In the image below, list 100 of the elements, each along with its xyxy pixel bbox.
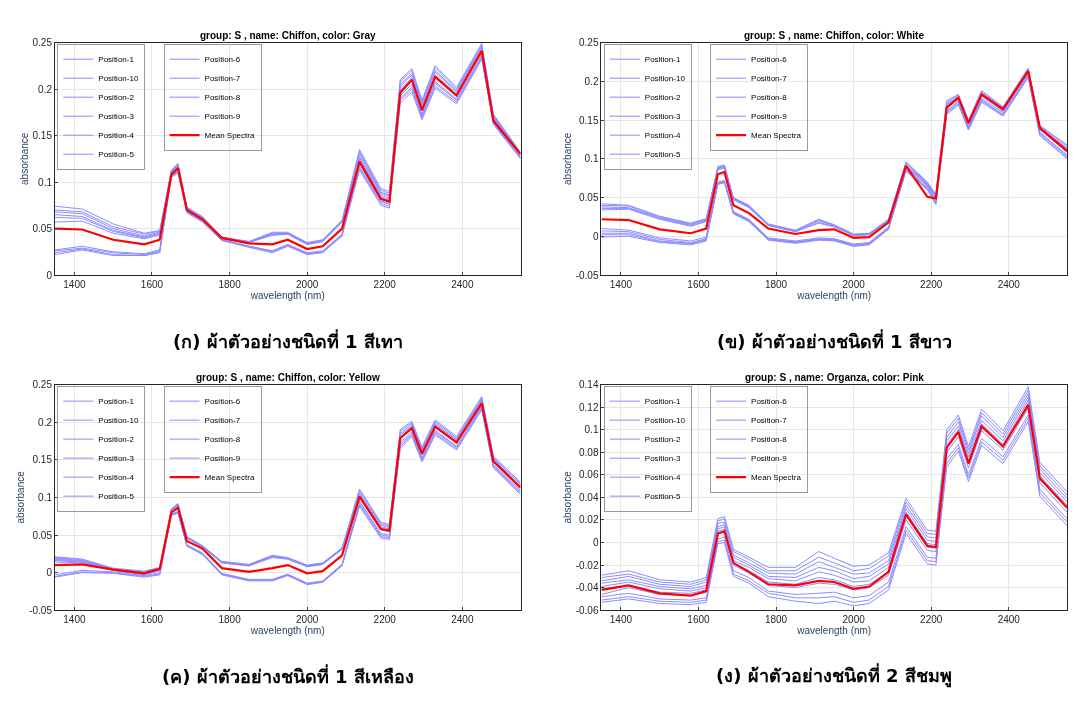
x-tick-label: 2000 <box>842 279 866 291</box>
x-tick-label: 1400 <box>609 614 633 626</box>
chart-title: group: S , name: Chiffon, color: Gray <box>200 30 376 41</box>
legend-label: Position-8 <box>204 93 241 103</box>
x-tick-label: 2200 <box>373 614 397 626</box>
x-tick-label: 2200 <box>920 279 943 291</box>
legend-label: Position-4 <box>98 473 135 483</box>
x-axis-title: wavelength (nm) <box>249 290 325 302</box>
y-tick-label: 0.15 <box>32 454 53 466</box>
y-tick-label: 0.1 <box>38 491 53 503</box>
legend-label: Mean Spectra <box>751 131 802 141</box>
y-tick-label: 0.2 <box>38 416 53 428</box>
legend-label: Position-5 <box>644 150 681 160</box>
x-tick-label: 1600 <box>140 614 164 626</box>
x-tick-label: 1800 <box>218 279 242 291</box>
y-tick-label: 0.1 <box>584 424 599 436</box>
y-tick-label: 0.06 <box>579 469 599 481</box>
legend-label: Position-1 <box>98 55 135 65</box>
legend-label: Position-6 <box>751 397 788 407</box>
y-tick-label: 0.14 <box>579 379 599 391</box>
text: (ค) ผ้าตัวอย่างชนิดที่ 1 สีเหลือง <box>162 664 414 687</box>
legend-label: Mean Spectra <box>204 473 255 483</box>
y-axis-title: absorbance <box>18 132 30 185</box>
legend-label: Position-5 <box>644 492 681 502</box>
x-axis-title: wavelength (nm) <box>796 290 872 302</box>
legend-label: Position-3 <box>644 112 681 122</box>
legend-label: Position-6 <box>751 55 788 65</box>
y-tick-label: 0.08 <box>579 446 599 458</box>
x-tick-label: 1600 <box>687 614 711 626</box>
x-tick-label: 2400 <box>997 614 1021 626</box>
legend-label: Position-9 <box>751 112 788 122</box>
y-tick-label: 0.02 <box>579 514 599 526</box>
legend-label: Position-9 <box>204 454 241 464</box>
legend-label: Position-7 <box>751 416 788 426</box>
legend-label: Position-2 <box>644 435 681 445</box>
legend-label: Position-9 <box>751 454 788 464</box>
legend-label: Position-6 <box>204 55 241 65</box>
x-tick-label: 1800 <box>218 614 242 626</box>
legend-label: Position-1 <box>644 55 681 65</box>
y-tick-label: -0.02 <box>575 559 599 571</box>
x-tick-label: 2200 <box>920 614 943 626</box>
y-tick-label: 0 <box>592 537 599 549</box>
legend-label: Position-2 <box>98 435 135 445</box>
legend-label: Position-9 <box>204 112 241 122</box>
y-tick-label: 0.05 <box>32 223 53 235</box>
legend-label: Position-10 <box>644 416 686 426</box>
legend-label: Position-10 <box>98 74 139 84</box>
legend-label: Position-1 <box>644 397 681 407</box>
y-tick-label: 0.05 <box>579 192 599 204</box>
legend-label: Position-1 <box>98 397 135 407</box>
legend-label: Mean Spectra <box>204 131 255 141</box>
y-tick-label: 0 <box>592 230 599 242</box>
legend-label: Position-10 <box>98 416 139 426</box>
x-tick-label: 2000 <box>296 614 319 626</box>
y-tick-label: 0.04 <box>579 491 599 503</box>
legend-label: Position-8 <box>204 435 241 445</box>
y-tick-label: -0.05 <box>29 604 53 616</box>
y-tick-label: 0.25 <box>32 37 53 49</box>
y-tick-label: -0.05 <box>575 269 599 281</box>
x-tick-label: 1400 <box>609 279 633 291</box>
legend-label: Position-5 <box>98 150 135 160</box>
y-tick-label: 0.1 <box>38 176 53 188</box>
x-tick-label: 1400 <box>63 279 86 291</box>
legend-label: Position-6 <box>204 397 241 407</box>
x-axis-title: wavelength (nm) <box>249 625 325 637</box>
legend-label: Position-8 <box>751 435 788 445</box>
legend-label: Position-4 <box>644 473 681 483</box>
legend-label: Position-2 <box>98 93 135 103</box>
x-axis-title: wavelength (nm) <box>796 625 872 637</box>
legend-label: Position-3 <box>98 112 135 122</box>
legend-label: Position-7 <box>751 74 788 84</box>
x-tick-label: 2000 <box>842 614 866 626</box>
y-tick-label: 0.25 <box>579 37 599 49</box>
legend-label: Position-3 <box>98 454 135 464</box>
y-tick-label: -0.06 <box>575 604 599 616</box>
x-tick-label: 2400 <box>451 614 474 626</box>
y-axis-title: absorbance <box>15 470 27 524</box>
x-tick-label: 1400 <box>63 614 86 626</box>
text: (ง) ผ้าตัวอย่างชนิดที่ 2 สีชมพู <box>716 663 952 688</box>
x-tick-label: 1600 <box>140 279 164 291</box>
y-tick-label: 0.2 <box>584 75 599 87</box>
legend-label: Position-10 <box>644 74 686 84</box>
y-tick-label: 0.05 <box>32 529 53 541</box>
chart-title: group: S , name: Chiffon, color: White <box>744 30 925 41</box>
chart-title: group: S , name: Chiffon, color: Yellow <box>196 372 380 383</box>
legend-label: Position-4 <box>98 131 135 141</box>
x-tick-label: 2400 <box>997 279 1021 291</box>
legend-label: Position-8 <box>751 93 788 103</box>
legend-label: Position-3 <box>644 454 681 464</box>
legend-label: Mean Spectra <box>751 473 802 483</box>
x-tick-label: 1800 <box>764 279 788 291</box>
x-tick-label: 1600 <box>687 279 711 291</box>
text: (ก) ผ้าตัวอย่างชนิดที่ 1 สีเทา <box>173 329 403 352</box>
y-tick-label: 0.15 <box>579 114 599 126</box>
y-tick-label: 0 <box>46 567 53 579</box>
chart-title: group: S , name: Organza, color: Pink <box>745 372 925 383</box>
y-tick-label: 0.12 <box>579 401 599 413</box>
x-tick-label: 2000 <box>296 279 319 291</box>
y-tick-label: 0.25 <box>32 379 53 391</box>
x-tick-label: 2200 <box>373 279 397 291</box>
